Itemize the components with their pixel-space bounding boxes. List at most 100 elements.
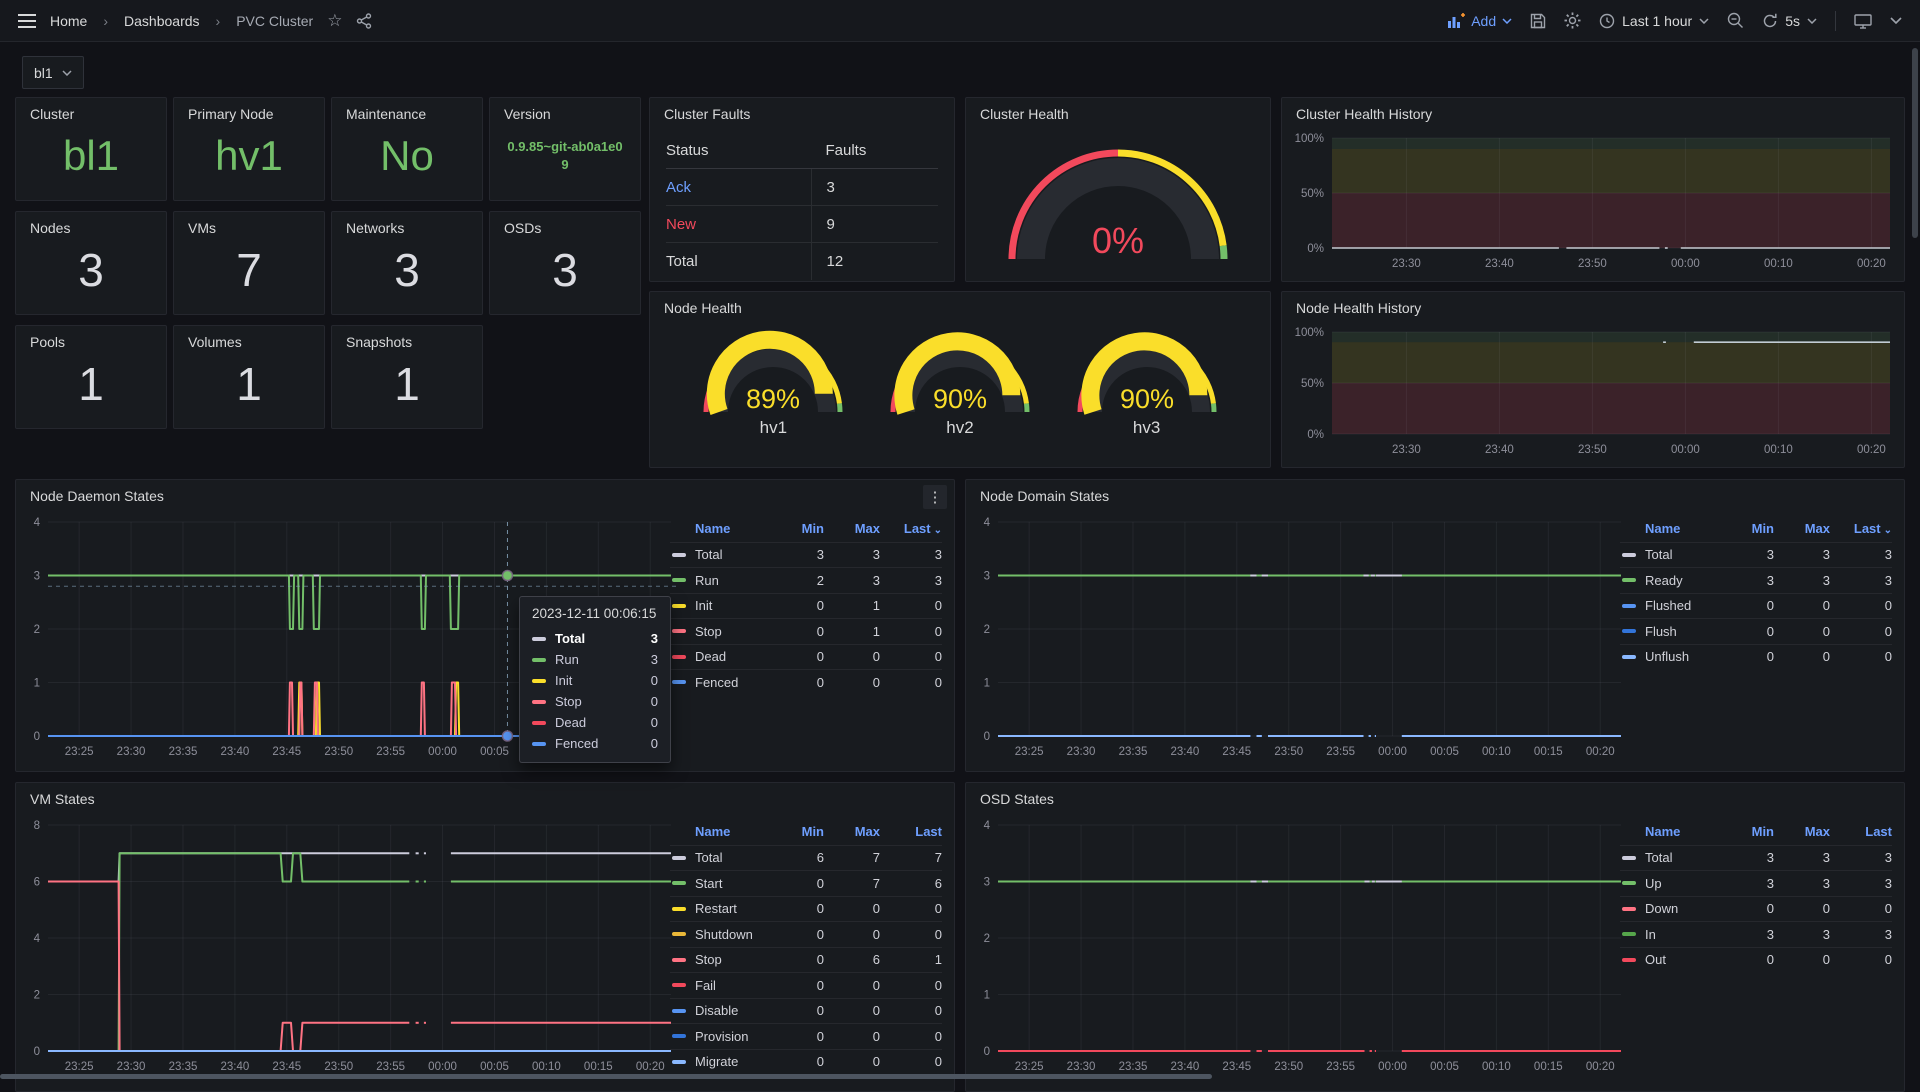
legend-row[interactable]: Fail 0 0 0 (670, 972, 942, 998)
legend-row[interactable]: Start 0 7 6 (670, 870, 942, 896)
legend-column-name[interactable]: Name (1620, 824, 1730, 839)
node-health-history-chart[interactable]: 23:3023:4023:5000:0000:1000:200%50%100% (1290, 322, 1896, 460)
legend-row[interactable]: Up 3 3 3 (1620, 870, 1892, 896)
legend-row[interactable]: Ready 3 3 3 (1620, 567, 1892, 593)
panel-menu-kebab-icon[interactable]: ⋮ (923, 485, 947, 509)
series-name[interactable]: Disable (695, 1003, 738, 1018)
legend-row[interactable]: Stop 0 1 0 (670, 618, 942, 644)
legend-row[interactable]: Flush 0 0 0 (1620, 618, 1892, 644)
legend-row[interactable]: Total 6 7 7 (670, 845, 942, 871)
legend-row[interactable]: Provision 0 0 0 (670, 1023, 942, 1049)
series-name[interactable]: Shutdown (695, 927, 753, 942)
series-name[interactable]: Total (1645, 850, 1672, 865)
series-name[interactable]: Total (695, 547, 722, 562)
series-name[interactable]: Dead (695, 649, 726, 664)
legend-row[interactable]: Restart 0 0 0 (670, 896, 942, 922)
cluster-health-history-chart[interactable]: 23:3023:4023:5000:0000:1000:200%50%100% (1290, 128, 1896, 274)
share-icon[interactable] (356, 13, 372, 29)
time-range-picker[interactable]: Last 1 hour (1599, 13, 1709, 29)
svg-text:23:40: 23:40 (1171, 1061, 1200, 1073)
legend-row[interactable]: Out 0 0 0 (1620, 947, 1892, 973)
dashboard-variable-dropdown[interactable]: bl1 (22, 56, 84, 89)
add-panel-control[interactable]: Add (1448, 13, 1512, 29)
series-name[interactable]: Flushed (1645, 598, 1691, 613)
legend-column-name[interactable]: Name (670, 521, 780, 536)
fault-status[interactable]: Total (666, 243, 811, 280)
legend-row[interactable]: Shutdown 0 0 0 (670, 921, 942, 947)
tooltip-series-value: 3 (651, 631, 658, 646)
legend-row[interactable]: Fenced 0 0 0 (670, 669, 942, 695)
toolbar-expand-chevron-icon[interactable] (1890, 17, 1902, 24)
node-health-history-panel: Node Health History 23:3023:4023:5000:00… (1281, 291, 1905, 468)
legend-row[interactable]: Unflush 0 0 0 (1620, 644, 1892, 670)
legend-row[interactable]: Migrate 0 0 0 (670, 1049, 942, 1075)
horizontal-scrollbar[interactable] (0, 1074, 1212, 1079)
legend-column-last[interactable]: Last⌄ (880, 521, 942, 536)
kiosk-monitor-icon[interactable] (1854, 13, 1872, 29)
legend-row[interactable]: Stop 0 6 1 (670, 947, 942, 973)
legend-column-max[interactable]: Max (824, 521, 880, 536)
breadcrumb-dashboards[interactable]: Dashboards (124, 13, 200, 29)
osd-states-chart[interactable]: 23:2523:3023:3523:4023:4523:5023:5500:00… (972, 815, 1627, 1077)
legend-column-min[interactable]: Min (1730, 824, 1774, 839)
fault-status[interactable]: New (666, 206, 811, 242)
faults-column-status[interactable]: Status (666, 132, 811, 168)
fault-status[interactable]: Ack (666, 169, 811, 205)
legend-column-min[interactable]: Min (780, 521, 824, 536)
series-name[interactable]: Down (1645, 901, 1678, 916)
series-name[interactable]: Run (695, 573, 719, 588)
legend-column-max[interactable]: Max (824, 824, 880, 839)
dashboard-settings-gear-icon[interactable] (1564, 12, 1581, 29)
legend-row[interactable]: Dead 0 0 0 (670, 644, 942, 670)
legend-row[interactable]: Total 3 3 3 (1620, 542, 1892, 568)
legend-row[interactable]: In 3 3 3 (1620, 921, 1892, 947)
legend-column-min[interactable]: Min (1730, 521, 1774, 536)
series-name[interactable]: Migrate (695, 1054, 738, 1069)
legend-row[interactable]: Total 3 3 3 (1620, 845, 1892, 871)
series-min: 0 (780, 598, 824, 613)
legend-row[interactable]: Disable 0 0 0 (670, 998, 942, 1024)
legend-row[interactable]: Total 3 3 3 (670, 542, 942, 568)
legend-column-max[interactable]: Max (1774, 824, 1830, 839)
series-name[interactable]: Provision (695, 1029, 748, 1044)
legend-row[interactable]: Down 0 0 0 (1620, 896, 1892, 922)
series-name[interactable]: Flush (1645, 624, 1677, 639)
legend-row[interactable]: Init 0 1 0 (670, 593, 942, 619)
legend-column-last[interactable]: Last (880, 824, 942, 839)
hamburger-menu-icon[interactable] (18, 14, 36, 28)
save-dashboard-icon[interactable] (1530, 13, 1546, 29)
series-name[interactable]: Init (695, 598, 712, 613)
series-name[interactable]: Total (1645, 547, 1672, 562)
legend-row[interactable]: Run 2 3 3 (670, 567, 942, 593)
legend-column-name[interactable]: Name (1620, 521, 1730, 536)
node-domain-states-chart[interactable]: 23:2523:3023:3523:4023:4523:5023:5500:00… (972, 512, 1627, 762)
series-name[interactable]: Total (695, 850, 722, 865)
legend-column-last[interactable]: Last⌄ (1830, 521, 1892, 536)
series-name[interactable]: Up (1645, 876, 1662, 891)
legend-column-max[interactable]: Max (1774, 521, 1830, 536)
series-name[interactable]: Out (1645, 952, 1666, 967)
legend-row[interactable]: Flushed 0 0 0 (1620, 593, 1892, 619)
vm-states-chart[interactable]: 23:2523:3023:3523:4023:4523:5023:5500:00… (22, 815, 677, 1077)
series-name[interactable]: Fenced (695, 675, 738, 690)
series-name[interactable]: Unflush (1645, 649, 1689, 664)
legend-column-name[interactable]: Name (670, 824, 780, 839)
breadcrumb-home[interactable]: Home (50, 13, 87, 29)
refresh-control[interactable]: 5s (1762, 13, 1817, 29)
series-name[interactable]: Ready (1645, 573, 1683, 588)
tooltip-series-name: Init (555, 673, 572, 688)
series-name[interactable]: Start (695, 876, 722, 891)
series-name[interactable]: Stop (695, 624, 722, 639)
series-min: 0 (1730, 901, 1774, 916)
faults-column-faults[interactable]: Faults (811, 132, 938, 168)
favorite-star-icon[interactable]: ☆ (327, 11, 342, 31)
stat-panel-version: Version 0.9.85~git-ab0a1e09 (489, 97, 641, 201)
legend-column-last[interactable]: Last (1830, 824, 1892, 839)
series-name[interactable]: Restart (695, 901, 737, 916)
series-name[interactable]: Fail (695, 978, 716, 993)
vertical-scrollbar[interactable] (1912, 48, 1918, 238)
series-name[interactable]: Stop (695, 952, 722, 967)
legend-column-min[interactable]: Min (780, 824, 824, 839)
series-name[interactable]: In (1645, 927, 1656, 942)
zoom-out-time-icon[interactable] (1727, 12, 1744, 29)
